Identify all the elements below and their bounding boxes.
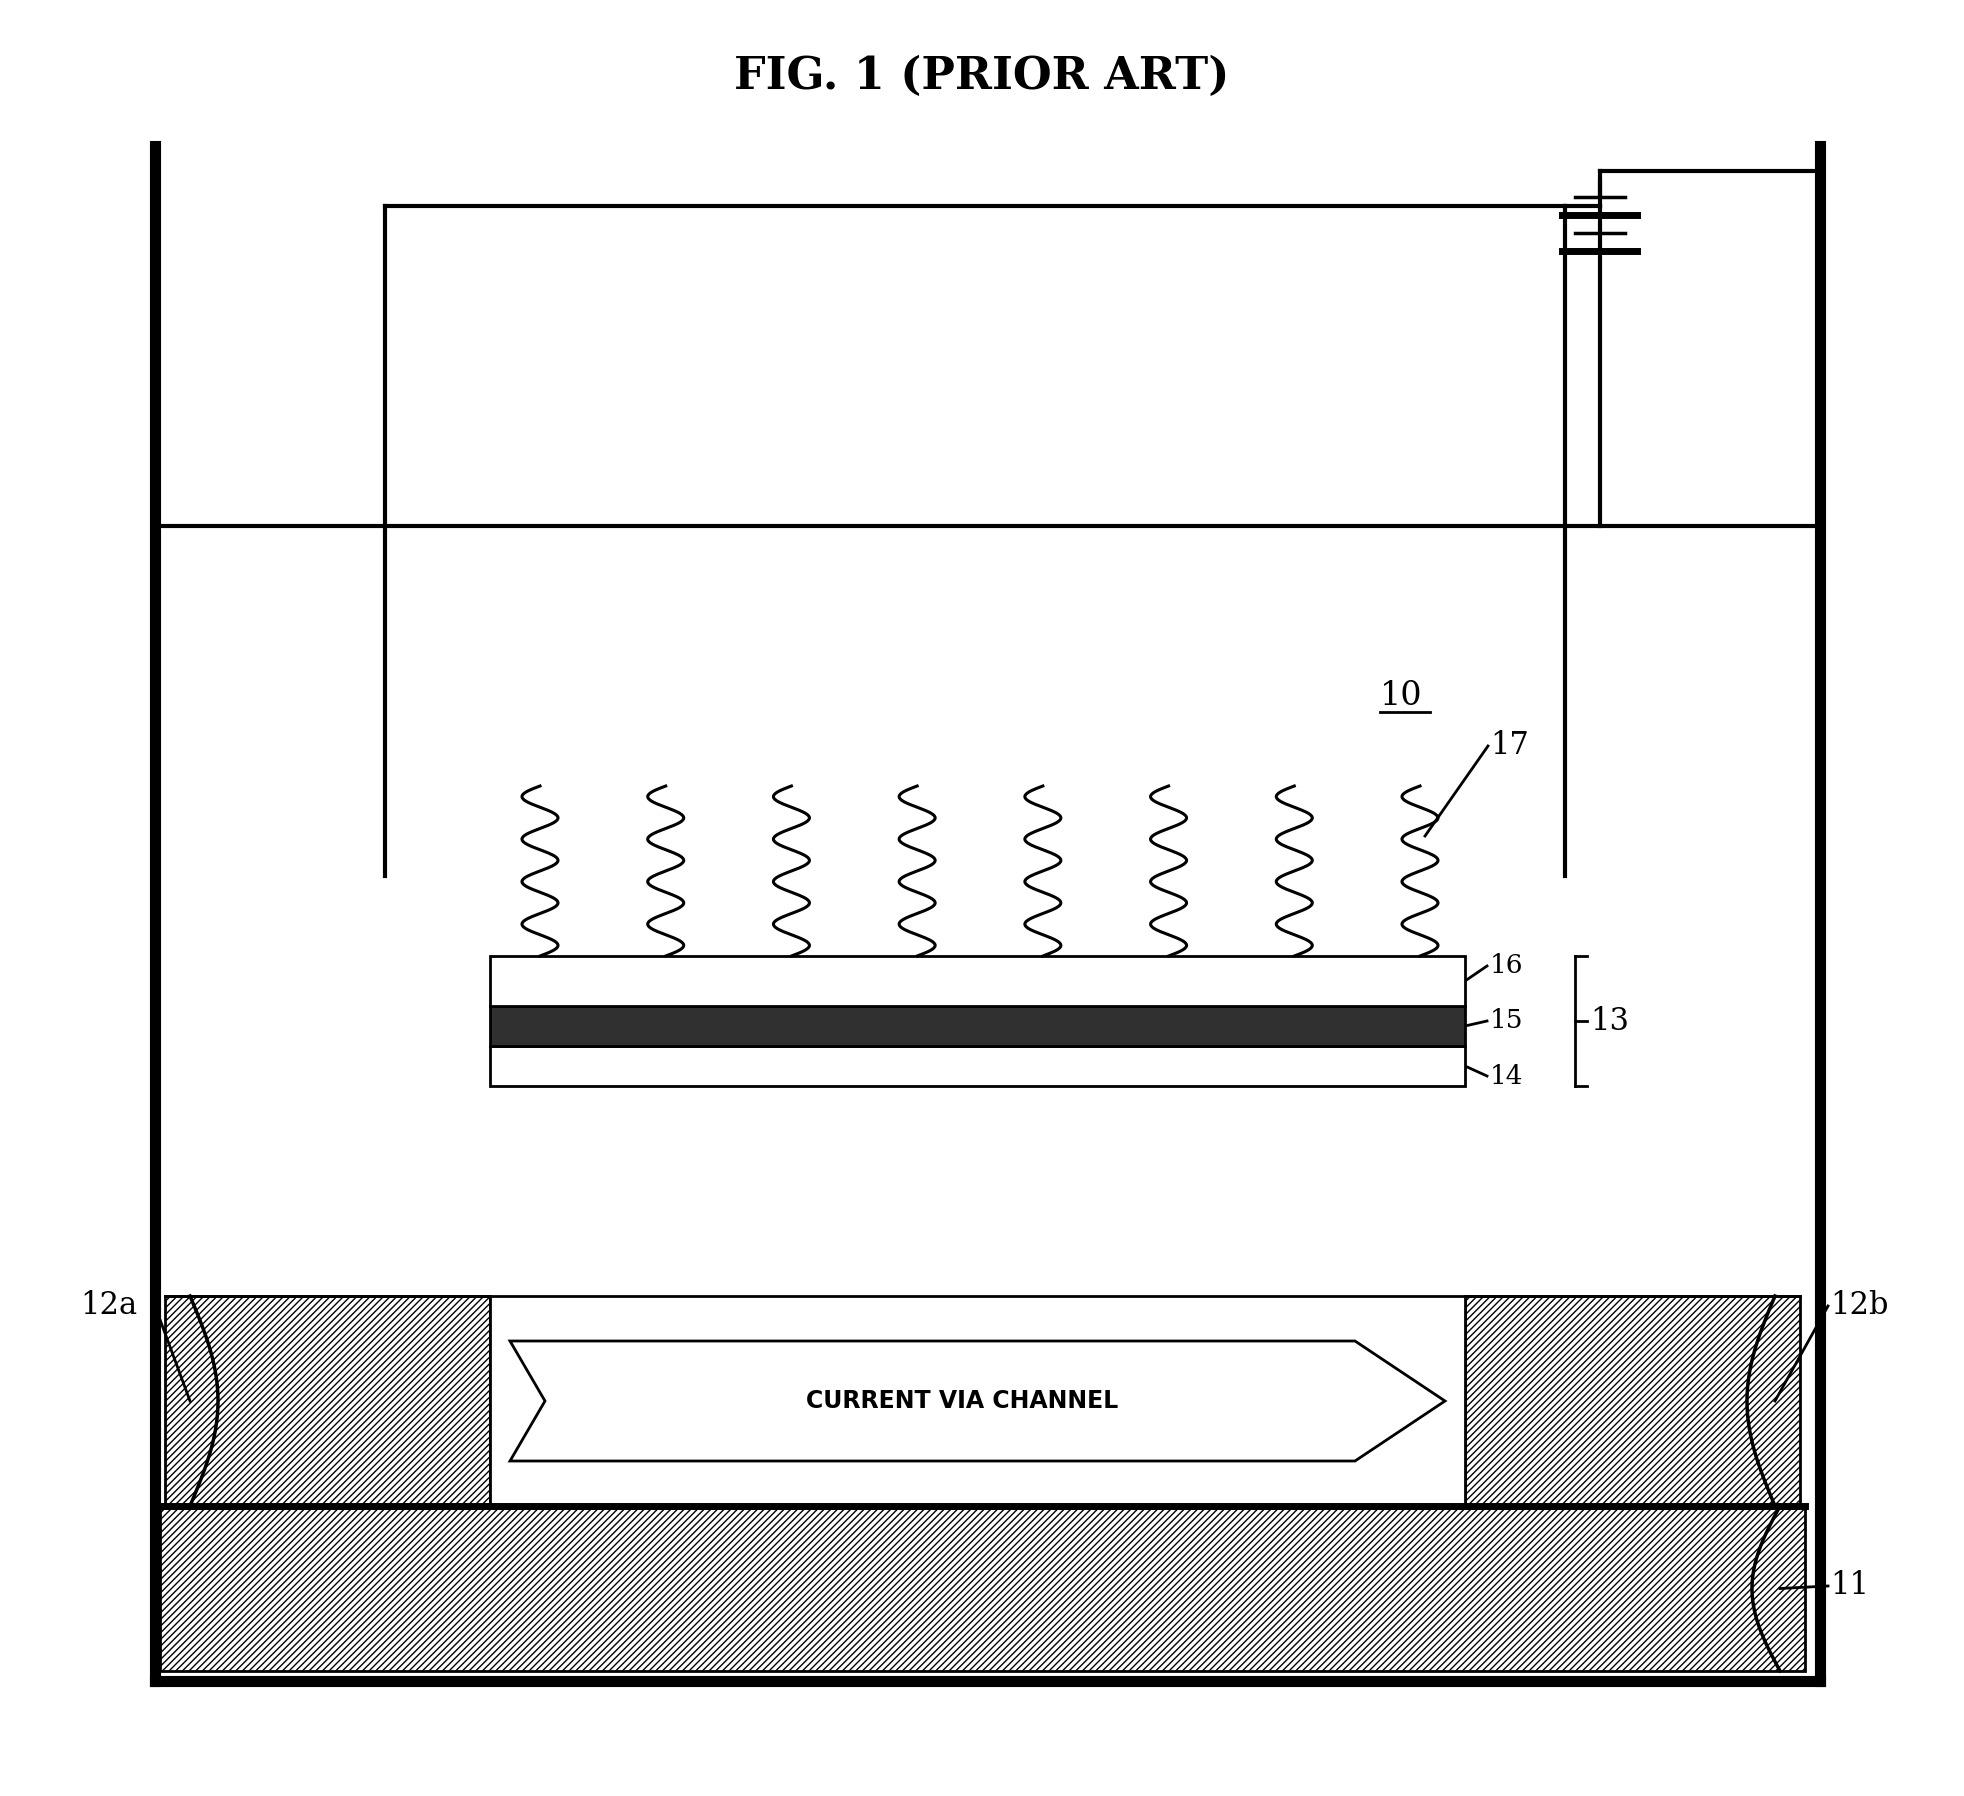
Bar [159, 1507, 1805, 1670]
Text: FIG. 1 (PRIOR ART): FIG. 1 (PRIOR ART) [735, 54, 1229, 97]
Text: 15: 15 [1489, 1009, 1522, 1033]
Bar [489, 1045, 1465, 1087]
Text: 17: 17 [1489, 731, 1528, 762]
Polygon shape [511, 1342, 1444, 1460]
Text: 10: 10 [1379, 681, 1422, 711]
Bar [489, 1006, 1465, 1045]
Bar [1465, 1297, 1799, 1507]
Bar [165, 1297, 489, 1507]
Text: CURRENT VIA CHANNEL: CURRENT VIA CHANNEL [805, 1388, 1118, 1413]
Bar [489, 955, 1465, 1006]
Text: 12a: 12a [81, 1291, 137, 1322]
Text: 14: 14 [1489, 1063, 1522, 1088]
Text: 13: 13 [1589, 1006, 1628, 1036]
Text: 11: 11 [1828, 1570, 1868, 1602]
Text: 12b: 12b [1828, 1291, 1887, 1322]
Bar [489, 1297, 1465, 1507]
Text: 16: 16 [1489, 954, 1522, 979]
